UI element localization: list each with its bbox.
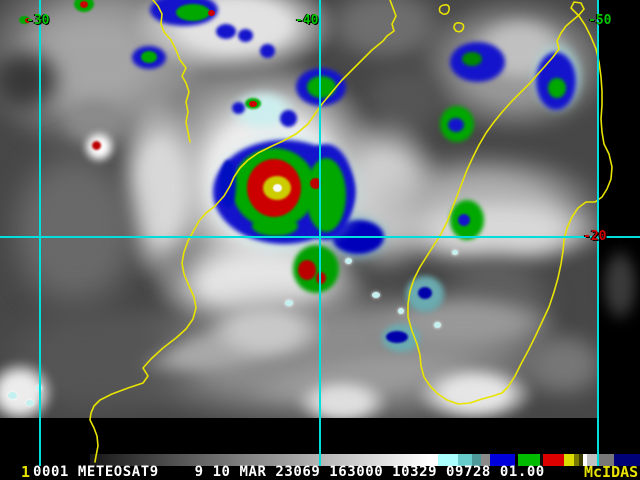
- enhanced-cell: [141, 51, 157, 63]
- cloud-blob: [0, 360, 55, 418]
- enhanced-cell: [80, 1, 88, 8]
- cyclone-blue-arc: [220, 160, 236, 208]
- cloud-speck: [452, 250, 458, 255]
- cyclone-green-lobe: [306, 158, 346, 232]
- latitude-label: -20: [583, 229, 607, 244]
- cloud-blob: [600, 245, 640, 325]
- cloud-blob: [415, 365, 535, 418]
- enhanced-cell: [92, 141, 101, 150]
- colorbar-segment: [543, 454, 564, 466]
- image-status-text: 0001 METEOSAT9 9 10 MAR 23069 163000 103…: [33, 464, 545, 480]
- longitude-label: -40: [295, 13, 319, 28]
- enhanced-cell: [298, 260, 316, 280]
- enhanced-cell: [418, 287, 432, 299]
- longitude-label: -50: [588, 13, 612, 28]
- cloud-speck: [8, 392, 17, 399]
- colorbar-segment: [599, 454, 614, 466]
- meridian-line: [39, 0, 41, 466]
- colorbar-segment: [490, 454, 515, 466]
- enhanced-cell: [462, 52, 482, 66]
- cloud-speck: [372, 292, 380, 298]
- frame-number: 1: [21, 463, 31, 480]
- colorbar-segment: [614, 454, 640, 466]
- enhanced-cell: [548, 78, 566, 98]
- mcidas-brand-label: McIDAS: [584, 463, 639, 480]
- enhanced-cell: [232, 102, 245, 114]
- enhanced-cell: [458, 214, 470, 226]
- colorbar-segment: [579, 454, 583, 466]
- colorbar-segment: [481, 454, 490, 466]
- enhanced-cell: [176, 4, 210, 21]
- image-edge-mask: [598, 0, 640, 418]
- cyclone-eye: [273, 184, 282, 192]
- colorbar-segment: [472, 454, 481, 466]
- enhanced-cell: [19, 16, 30, 24]
- enhanced-cell: [386, 331, 408, 343]
- colorbar-segment: [518, 454, 540, 466]
- enhanced-cell: [307, 76, 336, 98]
- longitude-label: -30: [26, 13, 50, 28]
- cloud-speck: [285, 300, 293, 306]
- colorbar-segment: [587, 454, 599, 466]
- enhanced-cell: [25, 18, 30, 23]
- colorbar-segment: [515, 454, 518, 466]
- enhanced-cell: [208, 10, 215, 16]
- colorbar-segment: [458, 454, 472, 466]
- cloud-blob: [205, 300, 325, 360]
- meridian-line: [319, 0, 321, 466]
- status-bar: 1 0001 METEOSAT9 9 10 MAR 23069 163000 1…: [0, 465, 640, 480]
- colorbar-segment: [438, 454, 458, 466]
- cloud-speck: [434, 322, 441, 328]
- colorbar-segment: [540, 454, 543, 466]
- enhanced-cell: [249, 101, 257, 107]
- colorbar-segment: [574, 454, 579, 466]
- cloud-blob: [295, 378, 390, 418]
- meridian-line: [597, 0, 599, 466]
- cloud-gap: [0, 45, 65, 115]
- cloud-speck: [345, 258, 352, 264]
- enhanced-cell: [260, 44, 275, 58]
- enhanced-cell: [280, 110, 297, 127]
- colorbar-segment: [430, 454, 438, 466]
- enhanced-cell: [238, 29, 253, 42]
- cyclone-green-arc: [252, 216, 298, 236]
- colorbar-segment: [564, 454, 574, 466]
- enhanced-cell: [448, 118, 464, 132]
- cloud-speck: [398, 308, 404, 314]
- cloud-speck: [26, 400, 34, 406]
- parallel-line: [0, 236, 640, 238]
- colorbar-segment: [583, 454, 587, 466]
- enhanced-cell: [316, 272, 326, 284]
- enhanced-cell: [216, 24, 236, 39]
